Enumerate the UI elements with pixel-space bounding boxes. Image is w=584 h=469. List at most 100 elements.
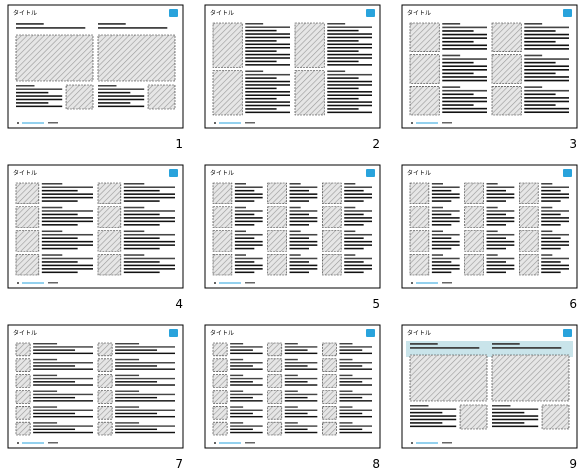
text-line bbox=[442, 86, 461, 88]
text-line bbox=[123, 237, 160, 239]
text-line bbox=[442, 93, 474, 96]
text-line bbox=[442, 69, 487, 71]
text-line bbox=[245, 29, 277, 32]
text-line bbox=[344, 271, 364, 274]
text-line bbox=[234, 264, 263, 267]
text-line bbox=[327, 111, 372, 114]
image-placeholder bbox=[97, 406, 113, 420]
text-line bbox=[230, 431, 263, 434]
image-placeholder bbox=[97, 182, 122, 205]
text-line bbox=[123, 210, 175, 212]
text-line bbox=[339, 390, 353, 392]
text-line bbox=[234, 254, 246, 256]
text-line bbox=[123, 224, 160, 226]
footer-dot bbox=[17, 442, 19, 444]
image-placeholder bbox=[212, 374, 228, 388]
text-line bbox=[431, 233, 460, 236]
text-line bbox=[230, 409, 263, 411]
text-line bbox=[327, 53, 372, 56]
image-placeholder bbox=[212, 390, 228, 404]
image-placeholder bbox=[267, 421, 283, 436]
text-line bbox=[344, 268, 372, 270]
footer-text bbox=[48, 282, 58, 284]
logo bbox=[169, 169, 178, 177]
text-line bbox=[524, 100, 569, 103]
footer-text bbox=[442, 282, 452, 284]
text-line bbox=[410, 415, 457, 417]
text-line bbox=[245, 80, 290, 83]
image-placeholder bbox=[212, 342, 228, 357]
text-line bbox=[230, 365, 253, 367]
text-line bbox=[431, 261, 452, 263]
text-line bbox=[344, 200, 364, 202]
text-line bbox=[289, 244, 318, 246]
text-line bbox=[41, 240, 93, 243]
text-line bbox=[123, 257, 175, 260]
text-line bbox=[115, 374, 140, 377]
text-line bbox=[33, 412, 76, 415]
text-line bbox=[486, 213, 506, 216]
text-line bbox=[442, 72, 474, 75]
image-placeholder bbox=[519, 206, 539, 228]
image-placeholder bbox=[491, 54, 522, 84]
text-line bbox=[245, 108, 277, 110]
text-line bbox=[41, 257, 93, 260]
text-line bbox=[230, 390, 244, 392]
text-line bbox=[327, 36, 372, 39]
text-line bbox=[339, 349, 363, 351]
text-line bbox=[115, 422, 140, 424]
text-line bbox=[33, 409, 93, 411]
text-line bbox=[230, 352, 263, 355]
text-line bbox=[284, 346, 318, 348]
text-line bbox=[541, 240, 569, 243]
text-line bbox=[289, 233, 318, 236]
text-line bbox=[431, 200, 452, 202]
text-line bbox=[245, 73, 290, 76]
text-line bbox=[41, 271, 78, 274]
text-line bbox=[284, 384, 318, 386]
text-line bbox=[123, 240, 175, 243]
text-line bbox=[486, 193, 515, 195]
text-line bbox=[284, 428, 308, 431]
text-line bbox=[33, 358, 58, 361]
text-line bbox=[234, 186, 263, 189]
text-line bbox=[230, 381, 253, 383]
text-line bbox=[344, 264, 372, 267]
text-line bbox=[327, 26, 372, 28]
text-line bbox=[230, 428, 253, 431]
image-placeholder bbox=[322, 342, 337, 357]
footer-bar bbox=[219, 442, 241, 444]
image-placeholder bbox=[65, 84, 94, 110]
text-line bbox=[339, 374, 353, 377]
text-line bbox=[339, 412, 363, 415]
text-line bbox=[339, 415, 372, 418]
text-line bbox=[245, 43, 290, 46]
text-line bbox=[115, 406, 140, 408]
text-line bbox=[486, 237, 506, 239]
image-placeholder bbox=[212, 206, 233, 228]
text-line bbox=[327, 40, 359, 42]
text-line bbox=[524, 48, 569, 50]
text-line bbox=[492, 425, 539, 428]
text-line bbox=[339, 362, 372, 364]
text-line bbox=[344, 257, 372, 260]
slide-number: 3 bbox=[569, 137, 577, 151]
text-line bbox=[230, 358, 244, 361]
text-line bbox=[284, 422, 298, 424]
text-line bbox=[442, 54, 461, 57]
text-line bbox=[541, 237, 561, 239]
text-line bbox=[541, 193, 569, 195]
slide: タイトル 2 bbox=[204, 4, 381, 151]
text-line bbox=[98, 85, 117, 87]
text-line bbox=[16, 95, 63, 97]
slide-frame bbox=[401, 164, 578, 289]
text-line bbox=[230, 377, 263, 380]
text-line bbox=[524, 58, 569, 60]
text-line bbox=[98, 23, 126, 25]
text-line bbox=[289, 193, 318, 195]
image-placeholder bbox=[267, 374, 283, 388]
image-placeholder bbox=[322, 390, 337, 404]
text-line bbox=[289, 254, 301, 256]
